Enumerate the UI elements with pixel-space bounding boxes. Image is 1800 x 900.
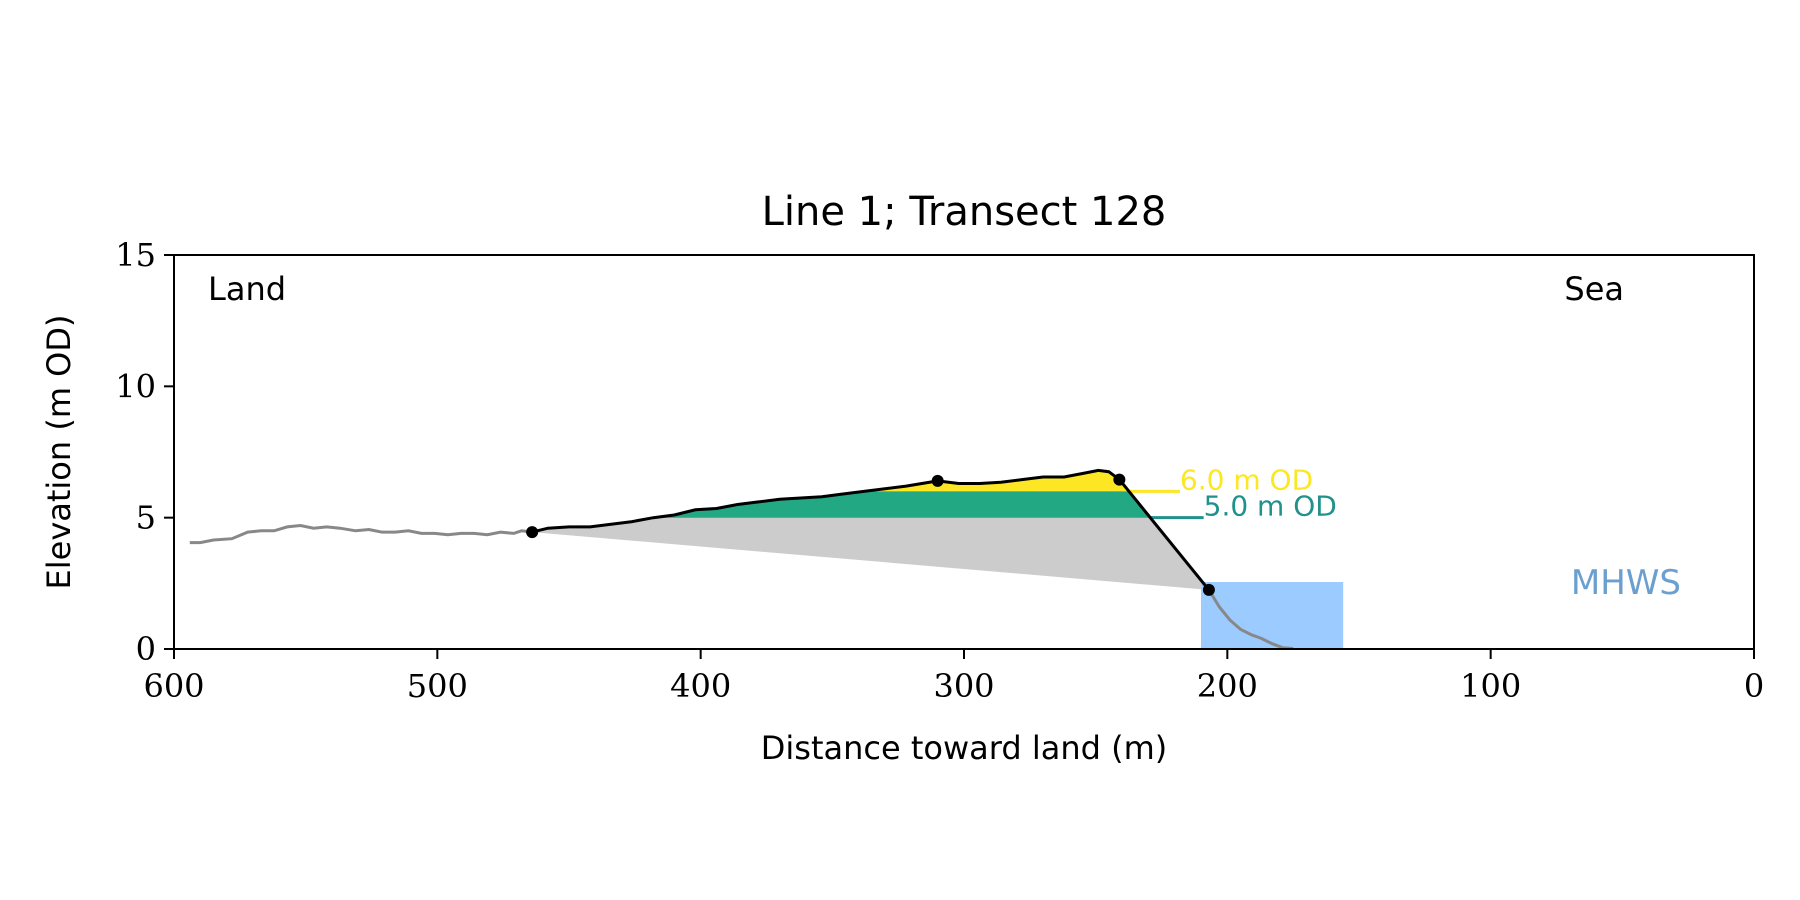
profile-dune-line — [531, 468, 1121, 534]
profile-layer — [189, 468, 1294, 650]
key-point-3 — [1113, 473, 1126, 486]
profile-toe-line — [1207, 589, 1294, 650]
y-tick-label: 5 — [136, 499, 156, 537]
axes-frame — [173, 254, 1755, 650]
key-point-2 — [931, 474, 944, 487]
volume-fill-yellow — [863, 470, 1129, 492]
land-label: Land — [208, 270, 286, 308]
x-tick-label: 200 — [1197, 667, 1258, 705]
y-tick-label: 10 — [115, 367, 156, 405]
level-5-label: 5.0 m OD — [1204, 490, 1337, 523]
key-point-4 — [1202, 583, 1215, 596]
x-tick-label: 600 — [143, 667, 204, 705]
x-tick-label: 300 — [933, 667, 994, 705]
profile-land-line — [189, 523, 533, 545]
y-axis-ticks: 0 5 10 15 — [115, 236, 174, 668]
y-tick-label: 0 — [136, 630, 156, 668]
x-tick-label: 500 — [407, 667, 468, 705]
chart-title: Line 1; Transect 128 — [762, 189, 1167, 235]
level-lines — [1128, 489, 1204, 520]
mhws-label: MHWS — [1571, 563, 1681, 603]
y-axis-label: Elevation (m OD) — [40, 315, 78, 590]
x-tick-label: 100 — [1460, 667, 1521, 705]
x-axis-label: Distance toward land (m) — [761, 729, 1167, 767]
x-tick-label: 400 — [670, 667, 731, 705]
x-tick-label: 0 — [1744, 667, 1764, 705]
y-tick-label: 15 — [115, 236, 156, 274]
profile-face-line — [1118, 478, 1211, 591]
key-points — [526, 473, 1215, 596]
key-point-1 — [526, 526, 539, 539]
sea-label: Sea — [1564, 270, 1624, 308]
level-6-label: 6.0 m OD — [1180, 463, 1313, 496]
mhws-fill — [1201, 582, 1344, 649]
fill-layer — [532, 470, 1344, 649]
x-axis-ticks: 600 500 400 300 200 100 0 — [143, 649, 1764, 705]
